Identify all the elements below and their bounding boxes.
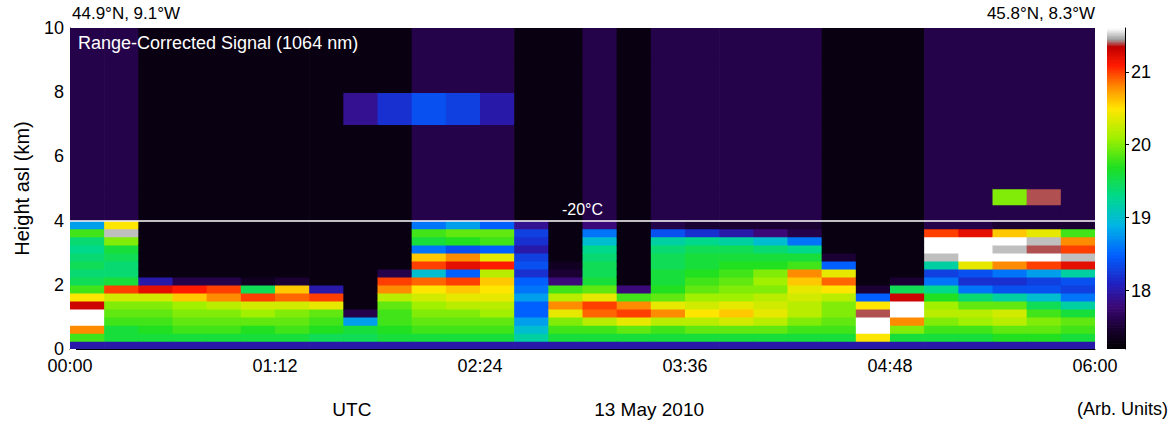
svg-text:18: 18 [1131,281,1151,301]
svg-text:19: 19 [1131,208,1151,228]
svg-text:44.9°N, 9.1°W: 44.9°N, 9.1°W [72,4,180,23]
svg-text:UTC: UTC [332,399,371,420]
svg-text:8: 8 [54,82,64,102]
svg-text:(Arb. Units): (Arb. Units) [1077,399,1168,419]
svg-text:13 May 2010: 13 May 2010 [594,399,704,420]
svg-text:06:00: 06:00 [1072,356,1117,376]
svg-text:20: 20 [1131,135,1151,155]
svg-text:Range-Corrected Signal (1064 n: Range-Corrected Signal (1064 nm) [78,33,358,53]
svg-text:6: 6 [54,146,64,166]
svg-text:04:48: 04:48 [867,356,912,376]
svg-text:03:36: 03:36 [662,356,707,376]
svg-text:02:24: 02:24 [457,356,502,376]
svg-text:00:00: 00:00 [47,356,92,376]
svg-text:4: 4 [54,211,64,231]
svg-text:21: 21 [1131,62,1151,82]
svg-text:45.8°N, 8.3°W: 45.8°N, 8.3°W [987,4,1095,23]
svg-text:0: 0 [54,339,64,359]
svg-text:10: 10 [44,18,64,38]
svg-text:01:12: 01:12 [252,356,297,376]
svg-text:-20°C: -20°C [562,201,603,218]
svg-text:Height asl (km): Height asl (km) [11,121,33,255]
svg-text:2: 2 [54,275,64,295]
